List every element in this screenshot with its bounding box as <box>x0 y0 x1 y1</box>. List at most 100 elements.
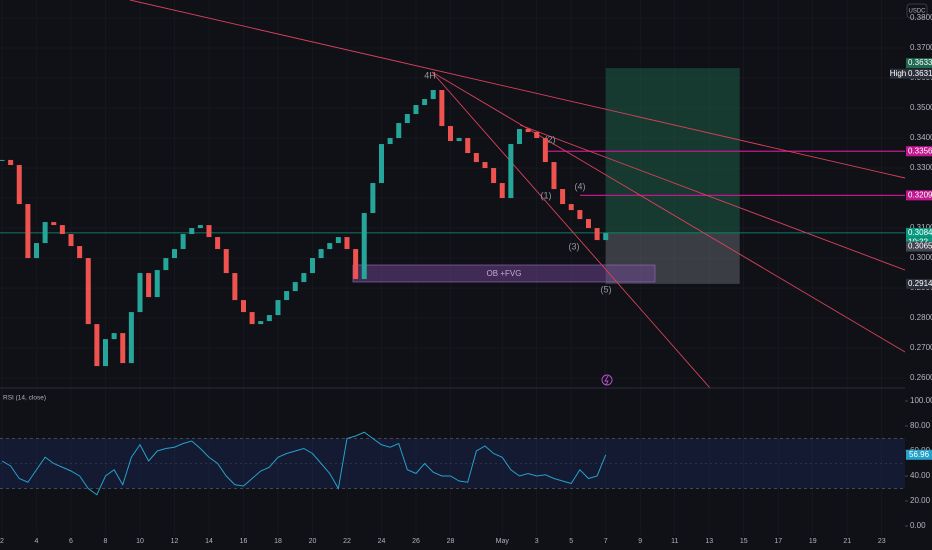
rsi-last-label: 56.96 <box>909 450 930 459</box>
candle-body <box>309 258 315 274</box>
candle-body <box>154 270 160 298</box>
x-tick-label: 4 <box>35 538 39 545</box>
candle-body <box>465 138 471 154</box>
x-tick-label: 13 <box>705 538 713 545</box>
candle-body <box>577 210 583 220</box>
candle-body <box>137 273 143 313</box>
price-axis <box>905 0 932 550</box>
price-label-box <box>906 227 932 238</box>
candle-body <box>232 273 238 301</box>
x-tick-label: 3 <box>535 538 539 545</box>
candle-body <box>378 144 384 184</box>
price-label: 0.3356 <box>908 146 932 155</box>
candle-body <box>594 228 600 241</box>
currency: USDC <box>908 9 926 15</box>
event-icon[interactable] <box>601 374 613 386</box>
x-tick-label: 2 <box>0 538 4 545</box>
candle-body <box>292 282 298 292</box>
wave-label: (2) <box>545 134 556 144</box>
candle-body <box>215 237 221 250</box>
x-tick-label: 7 <box>604 538 608 545</box>
x-tick-label: 18 <box>274 538 282 545</box>
rsi-title: RSI (14, close) <box>3 395 46 402</box>
candle-body <box>422 99 428 106</box>
zone-label: OB +FVG <box>487 269 522 278</box>
candle-body <box>568 204 574 211</box>
candle-body <box>430 90 436 100</box>
candle-body <box>447 126 453 142</box>
candle-body <box>284 291 290 301</box>
price-label: 0.3065 <box>908 242 932 251</box>
candle-body <box>197 225 203 229</box>
wave-label: (1) <box>541 190 552 200</box>
candle-body <box>8 159 14 166</box>
candle-body <box>551 162 557 190</box>
price-label-box <box>906 146 932 157</box>
rsi-tick-label: 20.00 <box>910 496 931 505</box>
candle-body <box>275 300 281 316</box>
candle-body <box>585 219 591 229</box>
candle-body <box>439 90 445 127</box>
candle-body <box>240 300 246 313</box>
candle-body <box>59 225 65 235</box>
candle-body <box>33 243 39 259</box>
timeframe-label: 4H <box>424 70 436 80</box>
candle-body <box>335 237 341 244</box>
rsi-line <box>1 431 607 496</box>
x-tick-label: 19 <box>809 538 817 545</box>
candle-body <box>370 183 376 214</box>
rsi-tick-label: 100.00 <box>910 396 932 405</box>
x-tick-label: 16 <box>240 538 248 545</box>
price-label-box <box>906 241 932 252</box>
candle-body <box>542 138 548 163</box>
candle-body <box>94 324 100 367</box>
candle-body <box>516 129 522 145</box>
candle-body <box>266 315 272 322</box>
candle-body <box>344 237 350 250</box>
candle-body <box>456 138 462 142</box>
candle-body <box>473 153 479 163</box>
x-tick-label: 9 <box>638 538 642 545</box>
candle-body <box>146 273 152 298</box>
candle-body <box>353 249 359 280</box>
trendline <box>431 71 906 353</box>
candle-body <box>16 165 22 205</box>
candle-body <box>0 159 5 161</box>
candle-body <box>180 234 186 250</box>
x-tick-label: 12 <box>171 538 179 545</box>
candle-body <box>68 234 74 247</box>
price-label-box <box>906 68 932 79</box>
high-label: High <box>890 69 906 78</box>
trendline <box>431 71 711 389</box>
candle-body <box>102 339 108 367</box>
currency-box[interactable] <box>906 3 928 19</box>
candle-body <box>404 114 410 124</box>
candle-body <box>491 168 497 184</box>
x-tick-label: 22 <box>343 538 351 545</box>
candle-body <box>525 129 531 133</box>
rsi-tick-label: 80.00 <box>910 421 931 430</box>
x-tick-label: 17 <box>774 538 782 545</box>
high-label-box <box>890 68 906 79</box>
candle-body <box>508 144 514 199</box>
candle-body <box>25 204 31 259</box>
candle-body <box>560 189 566 205</box>
x-tick-label: 5 <box>569 538 573 545</box>
wave-label: (3) <box>569 241 580 251</box>
price-label: 0.3633 <box>908 58 932 67</box>
x-tick-label: 23 <box>878 538 886 545</box>
candle-body <box>77 246 83 259</box>
x-tick-label: 28 <box>447 538 455 545</box>
rsi-last-box <box>906 449 932 460</box>
x-tick-label: 6 <box>69 538 73 545</box>
candle-body <box>189 228 195 235</box>
x-tick-label: 20 <box>309 538 317 545</box>
candle-body <box>301 273 307 283</box>
x-tick-label: 11 <box>671 538 678 545</box>
